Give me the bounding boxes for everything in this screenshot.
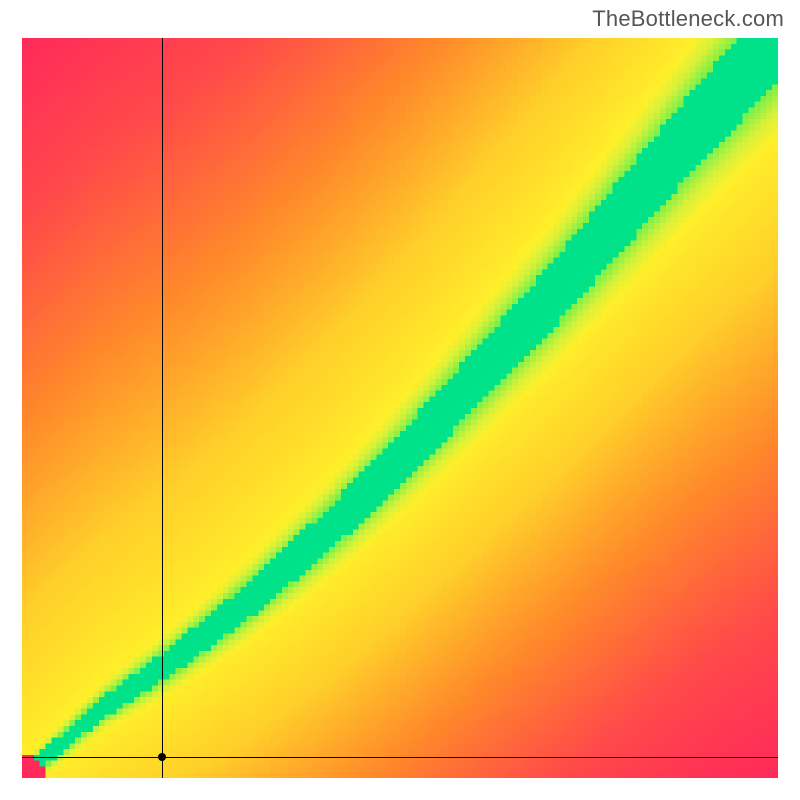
watermark: TheBottleneck.com <box>592 6 784 32</box>
crosshair-vertical <box>162 38 163 778</box>
heatmap-canvas <box>22 38 778 778</box>
crosshair-horizontal <box>22 757 778 758</box>
heatmap-plot <box>22 38 778 778</box>
